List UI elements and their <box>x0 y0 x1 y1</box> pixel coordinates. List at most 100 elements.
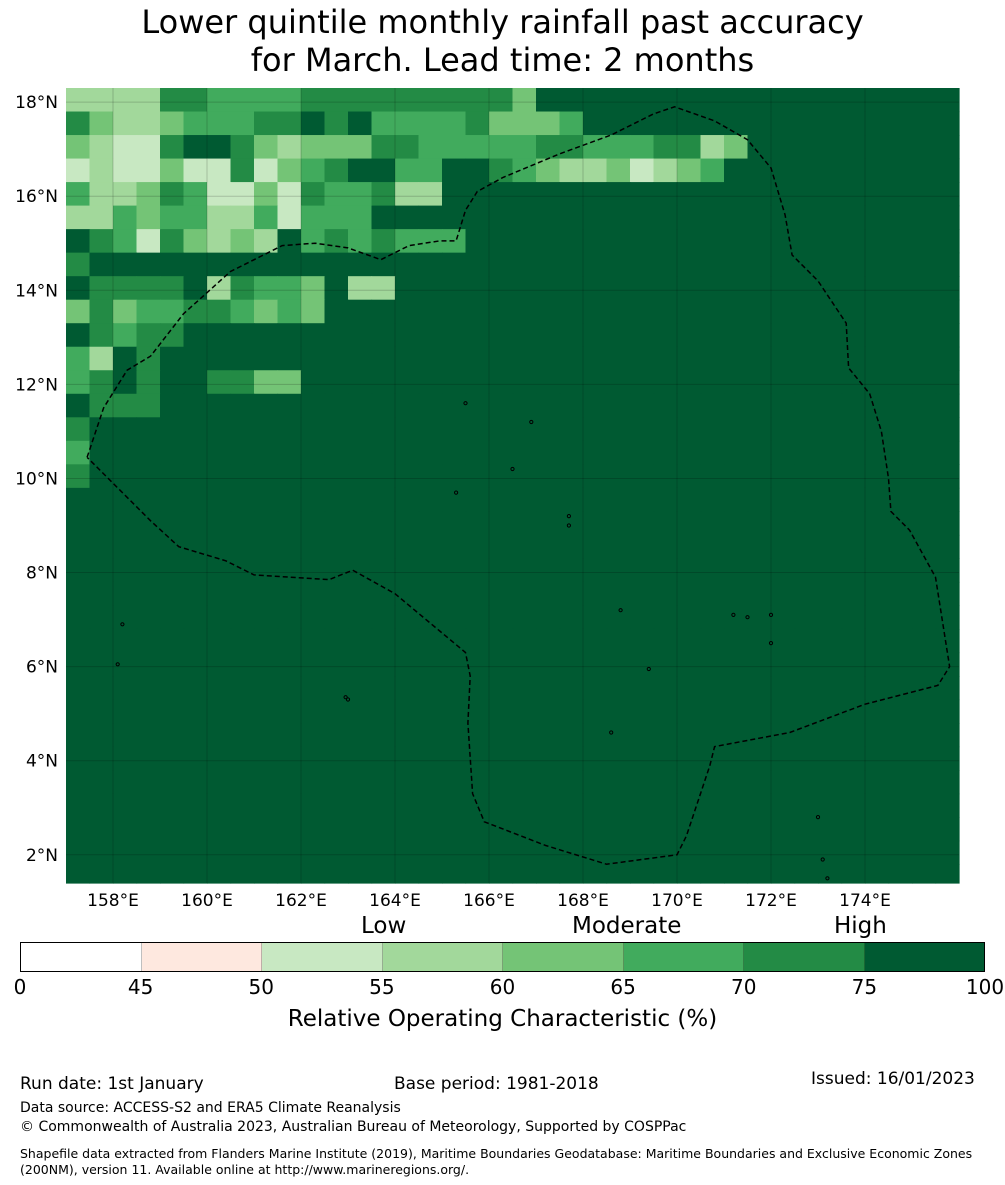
grid-cell <box>747 534 772 560</box>
grid-cell <box>89 346 114 371</box>
grid-cell <box>230 817 255 842</box>
grid-cell <box>254 370 279 395</box>
grid-cell <box>935 182 960 207</box>
grid-cell <box>606 487 631 512</box>
grid-cell <box>113 676 138 701</box>
grid-cell <box>700 699 725 724</box>
grid-cell <box>489 299 514 324</box>
grid-cell <box>841 276 866 301</box>
grid-cell <box>630 370 655 395</box>
grid-cell <box>536 205 561 230</box>
grid-cell <box>559 864 584 884</box>
grid-cell <box>536 417 561 442</box>
island-outline <box>566 514 572 519</box>
grid-cell <box>653 417 678 442</box>
grid-cell <box>395 511 420 536</box>
grid-cell <box>794 346 819 371</box>
grid-cell <box>677 323 702 348</box>
grid-cell <box>818 558 843 583</box>
grid-cell <box>794 323 819 348</box>
grid-cell <box>160 346 185 371</box>
grid-cell <box>583 534 608 560</box>
grid-cell <box>113 628 138 654</box>
grid-cell <box>935 205 960 230</box>
grid-cell <box>277 770 302 795</box>
grid-cell <box>841 182 866 207</box>
grid-cell <box>606 605 631 630</box>
grid-cell <box>747 111 772 136</box>
grid-cell <box>888 487 913 512</box>
grid-cell <box>348 370 373 395</box>
grid-cell <box>301 205 326 230</box>
grid-cell <box>583 323 608 348</box>
grid-cell <box>653 723 678 748</box>
grid-cell <box>559 511 584 536</box>
grid-cell <box>89 487 114 512</box>
grid-cell <box>136 88 161 113</box>
grid-cell <box>606 464 631 489</box>
grid-cell <box>113 487 138 512</box>
grid-cell <box>912 605 937 630</box>
grid-cell <box>207 699 232 724</box>
grid-cell <box>254 158 279 183</box>
grid-cell <box>559 417 584 442</box>
grid-cell <box>653 864 678 884</box>
grid-cell <box>418 605 443 630</box>
grid-cell <box>113 88 138 113</box>
grid-cell <box>277 393 302 418</box>
grid-cell <box>818 135 843 160</box>
grid-cell <box>277 182 302 207</box>
island-outline <box>510 466 515 472</box>
grid-cell <box>818 393 843 418</box>
grid-cell <box>818 817 843 842</box>
grid-cell <box>606 393 631 418</box>
grid-cell <box>301 229 326 254</box>
grid-cell <box>630 793 655 818</box>
grid-cell <box>301 652 326 677</box>
grid-cell <box>418 746 443 771</box>
grid-cell <box>277 158 302 183</box>
grid-cell <box>865 487 890 512</box>
grid-cell <box>207 840 232 865</box>
grid-cell <box>865 628 890 654</box>
grid-cell <box>489 88 514 113</box>
grid-cell <box>818 111 843 136</box>
grid-cell <box>512 323 537 348</box>
grid-cell <box>583 723 608 748</box>
grid-cell <box>935 276 960 301</box>
grid-cell <box>888 88 913 113</box>
grid-cell <box>771 840 796 865</box>
grid-cell <box>630 699 655 724</box>
grid-cell <box>653 252 678 277</box>
grid-cell <box>841 393 866 418</box>
map-title-line-2: for March. Lead time: 2 months <box>250 41 755 79</box>
grid-cell <box>653 558 678 583</box>
grid-cell <box>324 840 349 865</box>
issued-date: Issued: 16/01/2023 <box>811 1069 975 1089</box>
grid-cell <box>395 158 420 183</box>
grid-cell <box>183 346 208 371</box>
grid-cell <box>183 511 208 536</box>
grid-cell <box>371 135 396 160</box>
grid-cell <box>677 840 702 865</box>
grid-cell <box>888 581 913 607</box>
grid-cell <box>912 135 937 160</box>
grid-cell <box>888 793 913 818</box>
grid-cell <box>912 699 937 724</box>
grid-cell <box>912 88 937 113</box>
grid-cell <box>465 699 490 724</box>
grid-cell <box>301 88 326 113</box>
grid-cell <box>512 158 537 183</box>
grid-cell <box>865 817 890 842</box>
grid-cell <box>207 182 232 207</box>
grid-cell <box>912 205 937 230</box>
grid-cell <box>865 135 890 160</box>
grid-cell <box>677 370 702 395</box>
grid-cell <box>653 581 678 607</box>
grid-cell <box>183 158 208 183</box>
island-outline <box>731 612 736 618</box>
grid-cell <box>324 135 349 160</box>
grid-cell <box>935 346 960 371</box>
grid-cell <box>935 417 960 442</box>
grid-cell <box>301 676 326 701</box>
